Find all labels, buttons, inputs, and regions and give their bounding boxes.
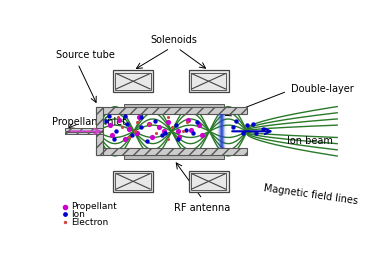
Point <box>176 135 182 140</box>
Bar <box>113 171 153 192</box>
Text: Propellant inlet: Propellant inlet <box>52 117 127 127</box>
Bar <box>124 103 224 107</box>
Point <box>249 121 255 126</box>
Point <box>165 137 171 141</box>
Point <box>62 212 68 217</box>
Point <box>134 131 140 135</box>
Point <box>161 129 167 133</box>
Point <box>111 137 117 141</box>
Point <box>138 115 144 120</box>
Point <box>138 125 144 129</box>
Point <box>240 131 246 135</box>
Point <box>244 123 250 127</box>
Point <box>153 131 159 135</box>
Point <box>126 127 132 131</box>
Point <box>185 118 191 122</box>
Point <box>144 139 150 143</box>
Bar <box>188 70 229 92</box>
Point <box>182 128 188 132</box>
Bar <box>96 107 247 114</box>
Point <box>175 137 181 141</box>
Text: Ion: Ion <box>71 210 85 219</box>
Point <box>173 123 179 127</box>
Point <box>260 127 266 131</box>
Point <box>190 131 196 135</box>
Point <box>146 121 152 126</box>
Point <box>122 137 128 141</box>
Point <box>128 133 135 137</box>
Point <box>119 125 125 129</box>
Text: Source tube: Source tube <box>56 50 115 61</box>
Point <box>106 114 112 118</box>
Point <box>200 133 206 137</box>
Point <box>155 125 162 129</box>
Point <box>126 135 132 140</box>
Bar <box>96 107 103 155</box>
Point <box>184 120 190 124</box>
Text: Ion beam: Ion beam <box>287 135 333 146</box>
Point <box>131 129 138 133</box>
Bar <box>188 171 229 192</box>
Point <box>103 119 109 123</box>
Text: RF antenna: RF antenna <box>174 203 231 213</box>
Point <box>134 120 140 124</box>
Point <box>188 128 194 132</box>
Point <box>163 131 169 135</box>
Point <box>113 129 119 133</box>
Point <box>169 125 175 129</box>
Point <box>165 115 171 120</box>
Bar <box>116 73 151 90</box>
Text: Magnetic field lines: Magnetic field lines <box>263 183 358 206</box>
Point <box>152 119 158 123</box>
Point <box>146 121 152 126</box>
Point <box>175 129 181 133</box>
Bar <box>116 173 151 190</box>
Point <box>62 220 68 224</box>
Point <box>107 123 113 127</box>
Point <box>180 129 186 133</box>
Point <box>109 133 115 137</box>
Point <box>233 119 239 123</box>
Point <box>253 131 260 135</box>
Bar <box>113 70 153 92</box>
Bar <box>191 173 226 190</box>
Point <box>115 115 121 120</box>
Point <box>194 120 200 124</box>
Text: Electron: Electron <box>71 218 108 227</box>
Point <box>165 120 171 124</box>
Point <box>116 118 122 122</box>
Text: Double-layer: Double-layer <box>291 84 354 94</box>
Bar <box>65 128 103 131</box>
Point <box>149 135 155 140</box>
Point <box>136 115 142 120</box>
Point <box>159 133 165 137</box>
Point <box>62 205 68 209</box>
Point <box>196 123 202 127</box>
Bar <box>96 148 247 155</box>
Text: Propellant: Propellant <box>71 202 117 211</box>
Bar <box>124 155 224 159</box>
Bar <box>65 132 103 134</box>
Point <box>124 121 130 126</box>
Bar <box>191 73 226 90</box>
Point <box>230 125 236 129</box>
Point <box>122 114 128 118</box>
Text: Solenoids: Solenoids <box>150 35 197 45</box>
